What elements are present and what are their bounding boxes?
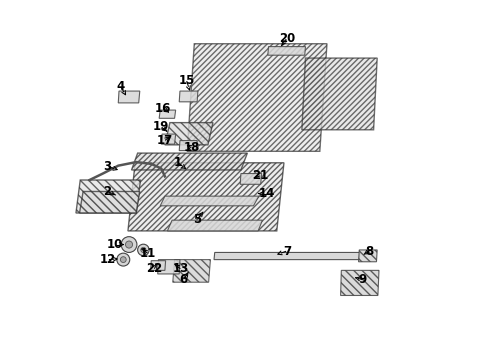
Text: 7: 7 <box>282 244 290 257</box>
Text: 18: 18 <box>183 141 199 154</box>
Text: 15: 15 <box>178 74 194 87</box>
Polygon shape <box>214 252 359 260</box>
Polygon shape <box>179 91 198 102</box>
Text: 20: 20 <box>278 32 294 45</box>
Polygon shape <box>80 192 140 213</box>
Polygon shape <box>172 260 210 282</box>
Polygon shape <box>128 163 284 231</box>
Text: 5: 5 <box>193 213 201 226</box>
Polygon shape <box>167 220 262 231</box>
Text: 2: 2 <box>103 185 111 198</box>
Polygon shape <box>240 174 261 184</box>
Polygon shape <box>131 153 247 170</box>
Polygon shape <box>150 261 165 270</box>
Polygon shape <box>164 123 212 145</box>
Polygon shape <box>179 140 197 150</box>
Polygon shape <box>267 46 305 55</box>
Text: 11: 11 <box>139 247 156 260</box>
Polygon shape <box>160 196 258 206</box>
Circle shape <box>125 241 132 248</box>
Polygon shape <box>76 180 140 213</box>
Text: 6: 6 <box>179 273 187 286</box>
Text: 4: 4 <box>117 80 124 93</box>
Text: 10: 10 <box>106 238 122 251</box>
Text: 21: 21 <box>252 169 268 182</box>
Circle shape <box>120 257 126 262</box>
Text: 3: 3 <box>103 160 111 173</box>
Text: 17: 17 <box>157 134 173 147</box>
Polygon shape <box>159 110 175 118</box>
Polygon shape <box>358 250 376 262</box>
Polygon shape <box>161 134 175 144</box>
Polygon shape <box>301 58 376 130</box>
Text: 22: 22 <box>146 262 162 275</box>
Circle shape <box>137 244 149 256</box>
Text: 13: 13 <box>172 262 188 275</box>
Polygon shape <box>118 91 140 103</box>
Circle shape <box>141 247 145 252</box>
Text: 14: 14 <box>258 187 274 200</box>
Text: 1: 1 <box>174 156 182 169</box>
Polygon shape <box>187 44 326 151</box>
Text: 8: 8 <box>365 244 373 257</box>
Polygon shape <box>158 260 180 274</box>
Text: 16: 16 <box>154 102 171 115</box>
Text: 19: 19 <box>153 121 169 134</box>
Text: 9: 9 <box>358 273 366 286</box>
Circle shape <box>117 253 129 266</box>
Polygon shape <box>340 270 378 296</box>
Circle shape <box>121 237 137 252</box>
Text: 12: 12 <box>100 253 116 266</box>
